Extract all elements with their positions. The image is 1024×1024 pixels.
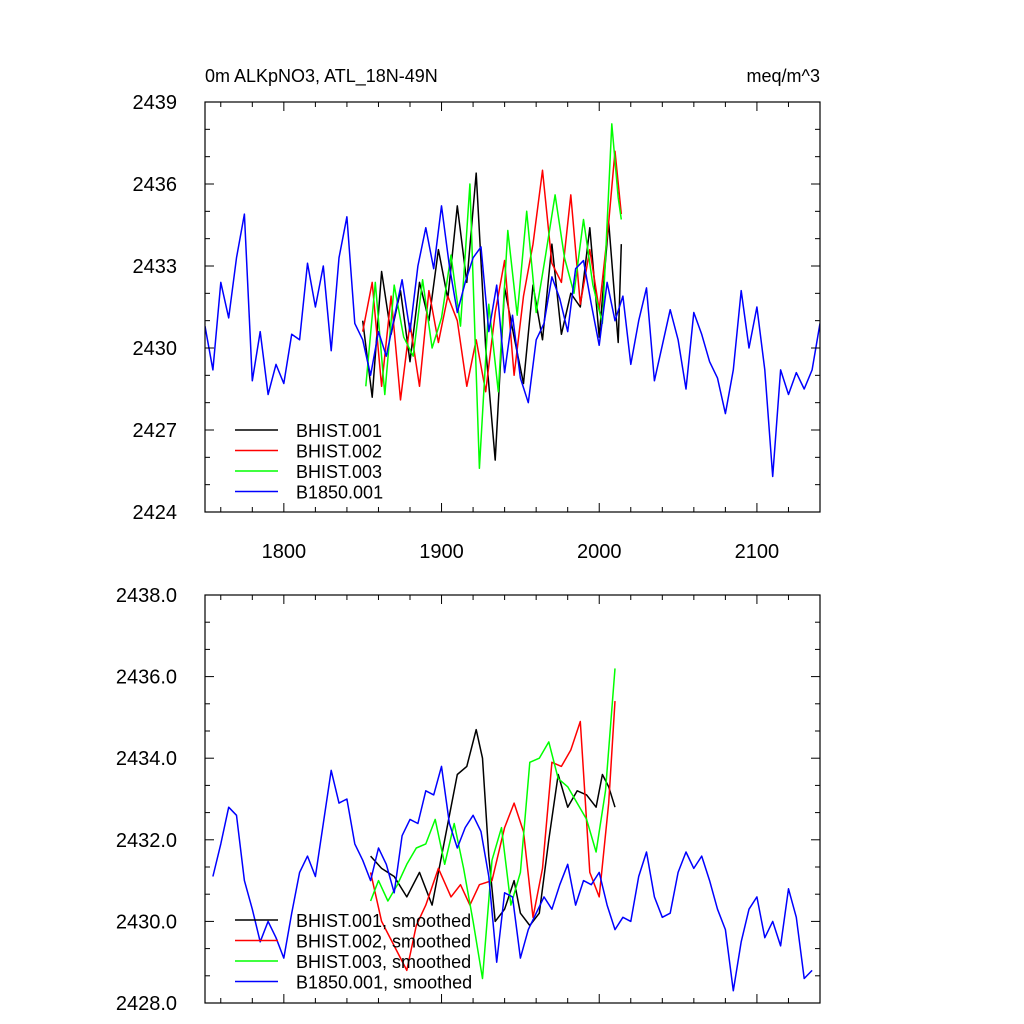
legend-label: BHIST.001, smoothed [296,911,471,931]
series-line-2-2 [369,701,616,972]
y-tick-label: 2436.0 [116,667,177,689]
legend-label: BHIST.003 [296,462,382,482]
legend-label: BHIST.002, smoothed [296,932,471,952]
x-tick-label: 1900 [419,541,464,563]
y-tick-label: 2428.0 [116,993,177,1015]
series-line-1-3 [365,123,623,470]
chart-title-right: meq/m^3 [747,66,820,86]
y-tick-label: 2432.0 [116,830,177,852]
plot-frame-smoothed [204,594,821,1004]
series-line-2-1 [370,728,616,927]
y-tick-label: 2434.0 [116,748,177,770]
x-tick-label: 2000 [577,541,622,563]
series-line-2-3 [369,668,616,980]
legend-label: B1850.001, smoothed [296,973,472,993]
panel-smoothed: 2428.0 2430.0 2432.0 2434.0 2436.0 2438.0 BHI… [116,585,821,1015]
plot-area-smoothed [212,668,813,992]
y-tick-label: 2436 [133,174,178,196]
chart-title-left: 0m ALKpNO3, ATL_18N-49N [205,66,438,87]
y-tick-label: 2438.0 [116,585,177,607]
axis-ticks-smoothed: 2428.0 2430.0 2432.0 2434.0 2436.0 2438.0 [116,585,821,1015]
legend-label: BHIST.002 [296,442,382,462]
y-tick-label: 2439 [133,92,178,114]
axis-ticks-raw: 2424 2427 2430 2433 2436 2439 1800 1900 2000 2100 [133,92,821,563]
plot-area-raw [205,123,820,478]
y-tick-label: 2433 [133,256,178,278]
legend-label: BHIST.001 [296,421,382,441]
series-line-1-2 [361,150,623,401]
x-tick-label: 2100 [735,541,780,563]
y-tick-label: 2430 [133,338,178,360]
legend-label: BHIST.003, smoothed [296,952,471,972]
plot-frame-raw [204,101,821,513]
y-tick-label: 2424 [133,502,178,524]
series-line-1-4 [205,205,820,478]
legend-label: B1850.001 [296,483,383,503]
y-tick-label: 2430.0 [116,911,177,933]
y-tick-label: 2427 [133,420,178,442]
series-line-2-4 [212,765,813,992]
series-line-1-1 [361,172,623,461]
x-tick-label: 1800 [262,541,307,563]
panel-raw: 0m ALKpNO3, ATL_18N-49N meq/m^3 2424 2427… [133,66,821,563]
